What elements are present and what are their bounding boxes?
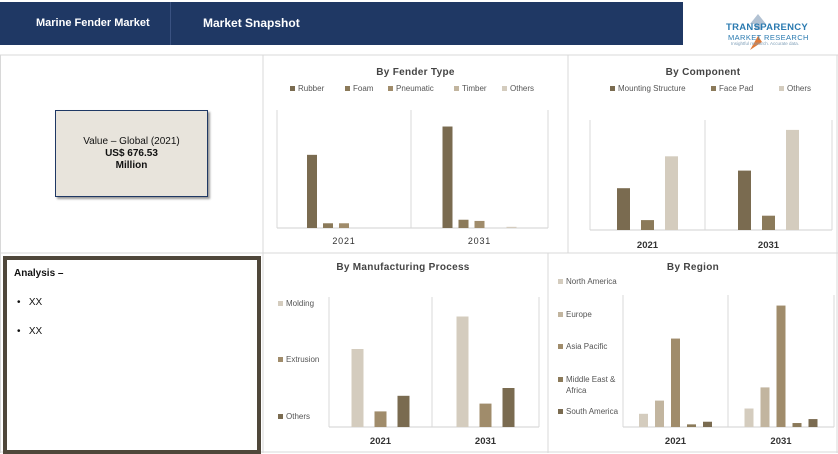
x-tick-label: 2031 xyxy=(758,240,780,251)
x-tick-label: 2031 xyxy=(475,436,497,447)
legend-swatch xyxy=(558,344,563,349)
snapshot-title: Market Snapshot xyxy=(203,16,300,30)
legend-swatch xyxy=(558,279,563,284)
bar xyxy=(374,411,387,427)
bar xyxy=(671,338,680,427)
value-unit: Million xyxy=(115,160,148,171)
legend-swatch xyxy=(502,86,507,91)
x-tick-label: 2021 xyxy=(332,236,355,246)
legend-swatch xyxy=(278,301,283,306)
value-label: Value – Global (2021) xyxy=(83,136,180,147)
legend-swatch xyxy=(558,312,563,317)
analysis-box: Analysis – • XX • XX xyxy=(3,256,261,454)
legend-label: Africa xyxy=(566,386,587,395)
chart-title-manufacturing: By Manufacturing Process xyxy=(336,262,470,273)
x-tick-label: 2021 xyxy=(637,240,659,251)
x-tick-label: 2031 xyxy=(770,436,792,447)
legend-label: Foam xyxy=(353,84,374,93)
bar xyxy=(502,388,515,427)
legend-label: North America xyxy=(566,277,617,286)
bar xyxy=(641,220,654,230)
logo-text: TRANSPARENCY xyxy=(726,22,809,33)
bar xyxy=(456,316,469,427)
legend-label: Others xyxy=(787,84,811,93)
legend-swatch xyxy=(388,86,393,91)
legend-swatch xyxy=(779,86,784,91)
bar xyxy=(479,403,492,427)
value-amount: US$ 676.53 xyxy=(105,148,158,159)
logo-arrow-icon xyxy=(750,14,766,50)
legend-label: Europe xyxy=(566,310,592,319)
bar xyxy=(762,215,775,230)
bar xyxy=(687,424,696,427)
bar xyxy=(760,387,770,427)
bar xyxy=(323,223,333,228)
analysis-bullet-1: • XX xyxy=(17,297,43,308)
bar xyxy=(792,423,802,427)
chart-title-component: By Component xyxy=(665,67,741,78)
chart-region: North America Europe Asia Pacific Middle Ea… xyxy=(558,277,835,447)
legend-swatch xyxy=(278,357,283,362)
legend-label: Extrusion xyxy=(286,355,319,364)
logo-tagline: Insightful research. Accurate data. xyxy=(731,41,800,46)
legend-swatch xyxy=(345,86,350,91)
logo-subtext: MARKET RESEARCH xyxy=(728,33,809,42)
header-left-cell xyxy=(0,2,171,45)
bar xyxy=(738,170,751,230)
legend-label: Others xyxy=(286,412,310,421)
bar xyxy=(655,400,664,427)
legend-label: Middle East & xyxy=(566,375,616,384)
chart-component: Mounting Structure Face Pad Others 2021 2031 xyxy=(589,84,833,251)
bar xyxy=(458,219,469,228)
legend-swatch xyxy=(558,409,563,414)
bar xyxy=(307,154,317,228)
chart-fender-type: Rubber Foam Pneumatic Timber Others 2021 2031 xyxy=(276,84,549,246)
legend-swatch xyxy=(278,414,283,419)
legend-label: Asia Pacific xyxy=(566,342,607,351)
bar xyxy=(639,413,648,427)
analysis-bullet-text: XX xyxy=(28,297,43,308)
legend-swatch xyxy=(558,377,563,382)
analysis-title: Analysis – xyxy=(14,268,64,279)
legend-label: Timber xyxy=(462,84,487,93)
x-tick-label: 2021 xyxy=(665,436,687,447)
chart-title-region: By Region xyxy=(666,262,720,273)
bar xyxy=(442,126,453,228)
legend-swatch xyxy=(454,86,459,91)
bar xyxy=(339,223,349,228)
legend-label: Mounting Structure xyxy=(618,84,686,93)
bar xyxy=(397,395,410,427)
bar xyxy=(808,419,818,427)
chart-manufacturing-process: Molding Extrusion Others 2021 2031 xyxy=(278,297,540,447)
bar xyxy=(474,220,485,228)
header-bar: Marine Fender Market Market Snapshot xyxy=(0,2,683,45)
bar xyxy=(617,188,630,230)
bar xyxy=(776,305,786,427)
x-tick-label: 2031 xyxy=(468,236,491,246)
legend-label: Rubber xyxy=(298,84,325,93)
x-tick-label: 2021 xyxy=(370,436,392,447)
analysis-bullet-2: • XX xyxy=(17,326,43,337)
global-value-box: Value – Global (2021) US$ 676.53 Million xyxy=(55,110,208,197)
bar xyxy=(665,156,678,230)
bar xyxy=(506,226,517,228)
legend-label: Face Pad xyxy=(719,84,753,93)
legend-label: Others xyxy=(510,84,534,93)
bar xyxy=(786,129,799,230)
bar xyxy=(351,349,364,427)
bar xyxy=(703,421,712,427)
legend-swatch xyxy=(290,86,295,91)
chart-title-fender-type: By Fender Type xyxy=(376,67,455,78)
analysis-bullet-text: XX xyxy=(28,326,43,337)
legend-label: Molding xyxy=(286,299,314,308)
legend-swatch xyxy=(711,86,716,91)
market-title: Marine Fender Market xyxy=(36,17,150,29)
legend-label: Pneumatic xyxy=(396,84,434,93)
legend-label: South America xyxy=(566,407,619,416)
legend-swatch xyxy=(610,86,615,91)
bar xyxy=(744,408,754,427)
